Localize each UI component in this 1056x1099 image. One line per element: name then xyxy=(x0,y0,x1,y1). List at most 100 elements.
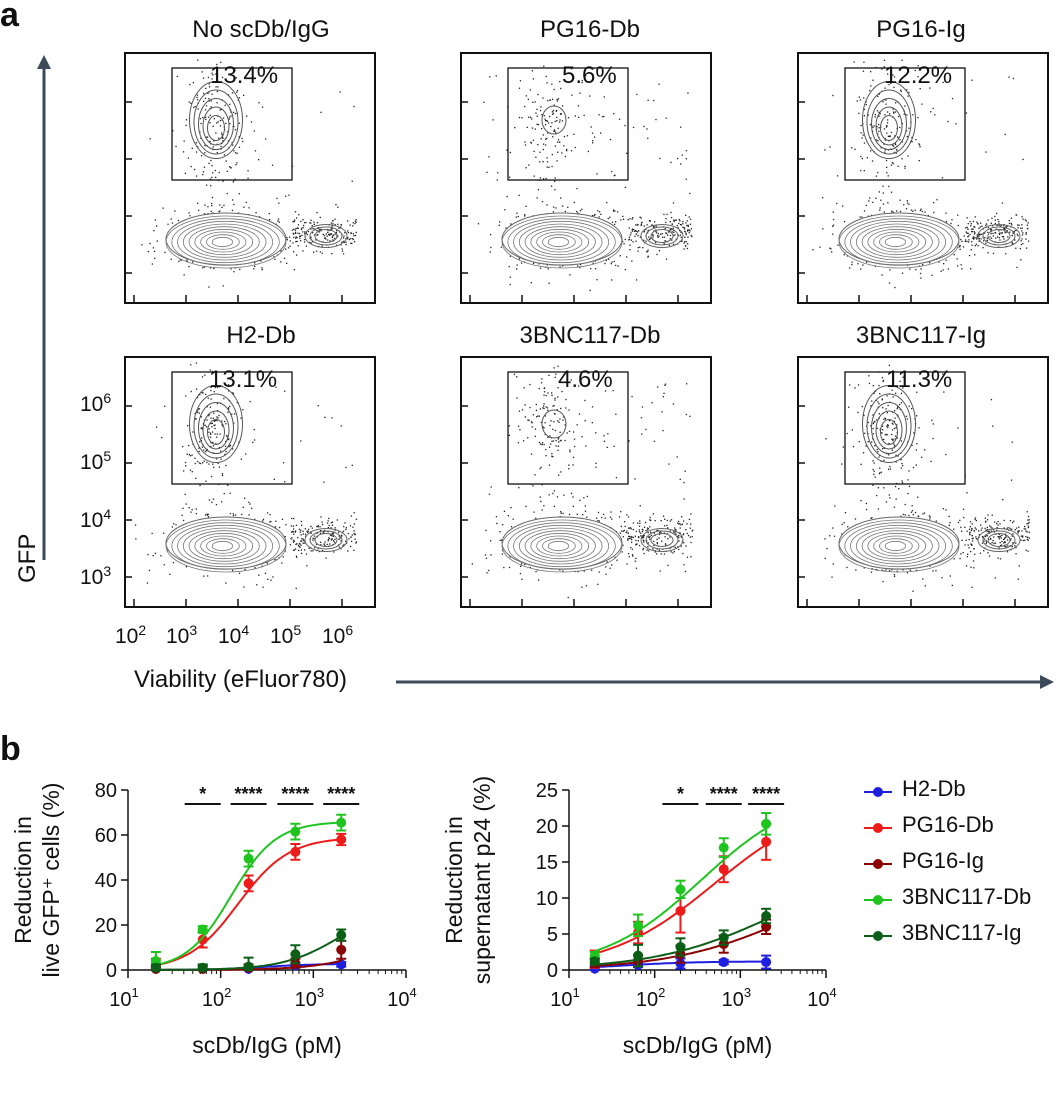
flow-event-dot xyxy=(296,254,298,256)
flow-event-dot xyxy=(215,504,218,506)
flow-event-dot xyxy=(643,231,645,233)
flow-event-dot xyxy=(604,262,606,265)
flow-event-dot xyxy=(547,392,549,394)
flow-event-dot xyxy=(513,373,516,375)
flow-event-dot xyxy=(886,124,888,127)
flow-event-dot xyxy=(976,235,978,238)
flow-event-dot xyxy=(985,242,987,244)
flow-event-dot xyxy=(551,113,554,116)
flow-event-dot xyxy=(198,462,200,464)
flow-event-dot xyxy=(327,539,330,541)
flow-event-dot xyxy=(566,432,568,434)
flow-event-dot xyxy=(902,569,904,571)
flow-event-dot xyxy=(822,197,824,199)
flow-contour-line xyxy=(987,229,1011,243)
flow-event-dot xyxy=(303,241,306,243)
flow-plot-no-scdb xyxy=(124,52,376,304)
flow-event-dot xyxy=(674,527,676,529)
flow-event-dot xyxy=(1001,236,1004,238)
flow-event-dot xyxy=(672,531,675,533)
flow-event-dot xyxy=(657,386,659,388)
flow-event-dot xyxy=(204,204,206,206)
flow-event-dot xyxy=(310,550,312,552)
flow-event-dot xyxy=(227,408,230,410)
flow-event-dot xyxy=(543,403,545,405)
flow-event-dot xyxy=(559,569,561,571)
flow-event-dot xyxy=(1011,243,1014,245)
flow-event-dot xyxy=(597,583,599,585)
flow-event-dot xyxy=(894,111,897,113)
flow-event-dot xyxy=(322,532,324,534)
flow-event-dot xyxy=(878,191,880,193)
flow-event-dot xyxy=(653,99,655,102)
flow-event-dot xyxy=(1021,224,1023,226)
flow-event-dot xyxy=(209,432,212,434)
flow-event-dot xyxy=(550,443,552,445)
flow-contour-line xyxy=(304,528,348,552)
flow-event-dot xyxy=(659,531,661,534)
flow-event-dot xyxy=(289,544,292,546)
flow-event-dot xyxy=(561,152,563,154)
flow-event-dot xyxy=(906,418,908,420)
flow-event-dot xyxy=(894,445,896,447)
flow-event-dot xyxy=(189,455,192,457)
flow-event-dot xyxy=(195,477,197,479)
flow-event-dot xyxy=(173,523,175,525)
flow-contour-line xyxy=(501,215,623,269)
flow-event-dot xyxy=(540,382,543,384)
flow-event-dot xyxy=(202,77,205,79)
flow-contour-line xyxy=(862,81,916,159)
flow-event-dot xyxy=(219,119,221,122)
flow-event-dot xyxy=(183,274,185,276)
flow-event-dot xyxy=(495,516,498,518)
flow-event-dot xyxy=(354,534,356,536)
flow-event-dot xyxy=(536,108,538,110)
flow-event-dot xyxy=(293,517,295,520)
flow-event-dot xyxy=(656,529,658,532)
flow-event-dot xyxy=(871,568,873,570)
flow-contour-line xyxy=(211,540,234,552)
flow-event-dot xyxy=(886,166,888,168)
flow-event-dot xyxy=(332,234,334,236)
flow-event-dot xyxy=(573,445,576,448)
flow-event-dot xyxy=(994,231,996,234)
flow-title-3bnc117-ig: 3BNC117-Ig xyxy=(855,322,987,349)
flow-event-dot xyxy=(576,210,578,213)
flow-event-dot xyxy=(887,424,889,427)
flow-event-dot xyxy=(485,529,487,532)
flow-event-dot xyxy=(355,231,357,234)
flow-event-dot xyxy=(683,542,685,544)
flow-event-dot xyxy=(232,111,235,113)
flow-event-dot xyxy=(896,408,898,410)
flow-event-dot xyxy=(990,399,993,401)
flow-event-dot xyxy=(564,424,566,426)
flow-event-dot xyxy=(534,128,536,130)
flow-event-dot xyxy=(1003,228,1005,230)
flow-event-dot xyxy=(539,151,541,153)
flow-contour-line xyxy=(873,231,920,253)
flow-event-dot xyxy=(605,566,607,568)
flow-event-dot xyxy=(323,481,325,483)
flow-event-dot xyxy=(690,228,693,230)
flow-contour-line xyxy=(206,538,240,554)
flow-event-dot xyxy=(212,498,215,500)
flow-event-dot xyxy=(524,404,526,406)
flow-event-dot xyxy=(529,406,531,409)
flow-event-dot xyxy=(872,79,874,81)
flow-event-dot xyxy=(583,497,585,499)
flow-event-dot xyxy=(649,526,651,528)
flow-event-dot xyxy=(291,530,294,533)
flow-event-dot xyxy=(547,409,549,411)
flow-event-dot xyxy=(672,243,675,245)
flow-contour-line xyxy=(193,89,239,155)
flow-event-dot xyxy=(519,572,522,575)
flow-event-dot xyxy=(595,432,597,434)
flow-event-dot xyxy=(667,564,669,567)
flow-event-dot xyxy=(987,514,989,516)
flow-contour-line xyxy=(536,231,583,253)
flow-event-dot xyxy=(350,536,352,538)
flow-event-dot xyxy=(955,123,957,125)
flow-event-dot xyxy=(353,512,355,514)
flow-event-dot xyxy=(198,408,201,410)
flow-event-dot xyxy=(612,210,615,212)
